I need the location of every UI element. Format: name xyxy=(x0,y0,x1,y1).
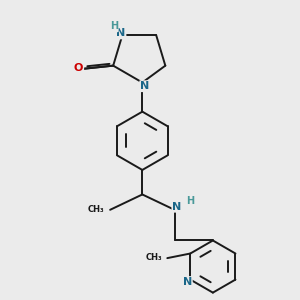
Text: H: H xyxy=(110,21,118,32)
Text: N: N xyxy=(116,28,125,38)
Text: O: O xyxy=(74,63,83,73)
Text: N: N xyxy=(183,277,192,287)
Text: H: H xyxy=(186,196,194,206)
Text: N: N xyxy=(140,81,149,91)
Text: N: N xyxy=(172,202,182,212)
Text: CH₃: CH₃ xyxy=(145,253,162,262)
Text: CH₃: CH₃ xyxy=(88,205,105,214)
